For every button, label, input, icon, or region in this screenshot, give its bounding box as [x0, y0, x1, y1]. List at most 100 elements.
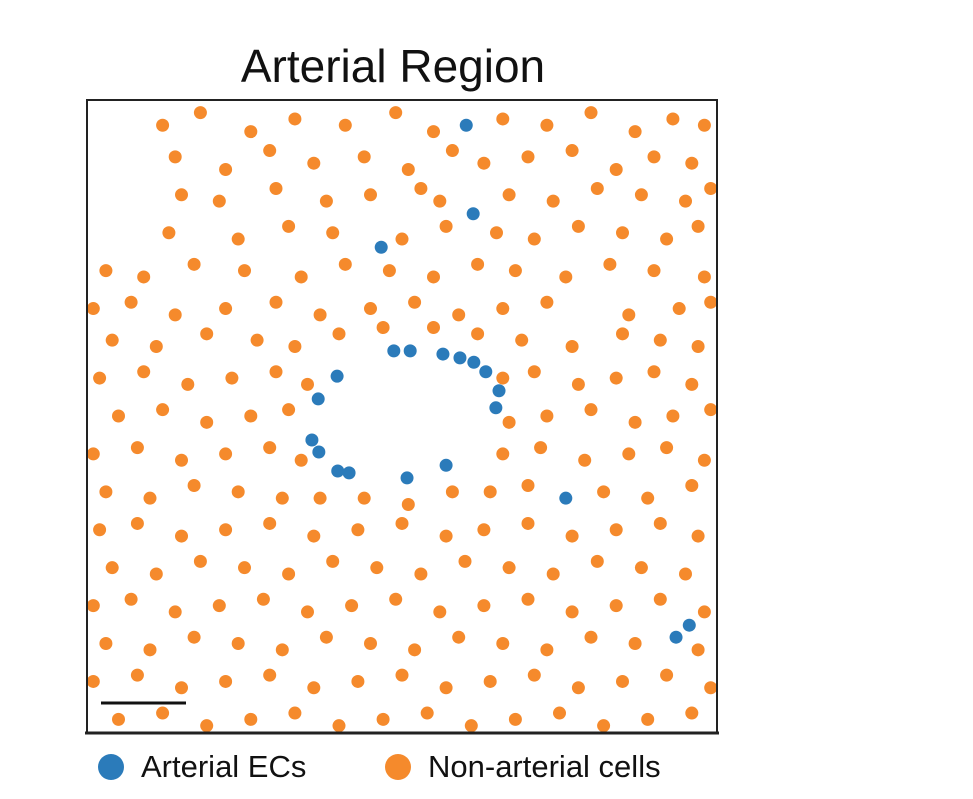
cell-point: [200, 719, 214, 733]
cell-point: [99, 264, 113, 278]
cell-point: [219, 447, 233, 461]
cell-point: [105, 333, 119, 347]
cell-point: [477, 523, 491, 537]
legend-marker: [385, 754, 411, 780]
cell-point: [307, 529, 321, 543]
cell-point: [622, 447, 636, 461]
cell-point: [616, 327, 629, 341]
cell-point: [256, 592, 270, 606]
cell-point: [502, 561, 516, 575]
cell-point: [439, 529, 453, 543]
cell-point: [704, 295, 718, 309]
cell-point: [466, 207, 480, 221]
cell-point: [679, 567, 692, 581]
cell-point: [112, 409, 125, 423]
cell-point: [130, 668, 144, 682]
cell-point: [93, 523, 107, 537]
cell-point: [312, 445, 326, 459]
cell-point: [225, 371, 239, 385]
cell-point: [156, 403, 170, 417]
cell-point: [130, 516, 144, 530]
cell-point: [238, 264, 251, 278]
cell-point: [565, 339, 579, 353]
cell-point: [143, 491, 157, 505]
cell-point: [464, 719, 478, 733]
cell-point: [231, 232, 245, 246]
cell-point: [99, 485, 113, 499]
cell-point: [86, 599, 100, 613]
cell-point: [156, 706, 170, 720]
cell-point: [288, 706, 302, 720]
cell-point: [647, 365, 661, 379]
cell-point: [401, 497, 415, 511]
cell-point: [288, 112, 302, 126]
cell-point: [685, 706, 699, 720]
cell-point: [168, 605, 182, 619]
cell-point: [477, 599, 491, 613]
cell-point: [212, 194, 226, 208]
cell-point: [660, 668, 674, 682]
cell-point: [275, 491, 289, 505]
cell-point: [231, 637, 245, 651]
cell-point: [395, 668, 409, 682]
cell-point: [452, 308, 466, 322]
cell-point: [540, 409, 554, 423]
cell-point: [609, 599, 623, 613]
cell-point: [175, 453, 188, 467]
cell-point: [414, 567, 428, 581]
cell-point: [345, 599, 359, 613]
cell-point: [546, 567, 560, 581]
cell-point: [282, 403, 296, 417]
cell-point: [427, 270, 440, 284]
cell-point: [616, 674, 629, 688]
cell-point: [319, 630, 333, 644]
cell-point: [332, 327, 346, 341]
cell-point: [370, 561, 384, 575]
cell-point: [660, 232, 674, 246]
cell-point: [137, 365, 151, 379]
cell-point: [489, 401, 503, 415]
cell-point: [331, 464, 345, 478]
cell-point: [130, 441, 144, 455]
cell-point: [527, 668, 541, 682]
cell-point: [492, 384, 506, 398]
legend-label: Non-arterial cells: [428, 749, 661, 784]
legend-label: Arterial ECs: [141, 749, 306, 784]
plot-frame: [86, 99, 718, 732]
cell-point: [364, 302, 377, 316]
cell-point: [294, 453, 308, 467]
cell-point: [301, 605, 314, 619]
cell-point: [496, 371, 510, 385]
cell-point: [685, 479, 699, 493]
cell-point: [616, 226, 629, 240]
cell-point: [647, 150, 661, 164]
cell-point: [326, 554, 340, 568]
cell-point: [508, 264, 522, 278]
cell-point: [105, 561, 119, 575]
cell-point: [584, 106, 598, 120]
cell-point: [288, 339, 302, 353]
cell-point: [376, 321, 390, 335]
cell-point: [231, 485, 245, 499]
cell-point: [351, 674, 365, 688]
cell-point: [609, 371, 623, 385]
cell-point: [357, 491, 371, 505]
cell-point: [439, 219, 453, 233]
cell-point: [634, 188, 648, 202]
cell-point: [527, 365, 541, 379]
cell-point: [697, 118, 711, 132]
cell-point: [175, 681, 188, 695]
cell-point: [669, 630, 683, 644]
cell-point: [704, 403, 718, 417]
cell-point: [521, 516, 535, 530]
cell-point: [86, 302, 100, 316]
cell-point: [374, 240, 388, 254]
cell-point: [219, 163, 233, 177]
cell-point: [597, 719, 611, 733]
cell-point: [666, 409, 680, 423]
cell-point: [565, 529, 579, 543]
legend: Arterial ECs Non-arterial cells: [98, 749, 661, 784]
cell-point: [628, 415, 642, 429]
cell-point: [269, 181, 283, 195]
